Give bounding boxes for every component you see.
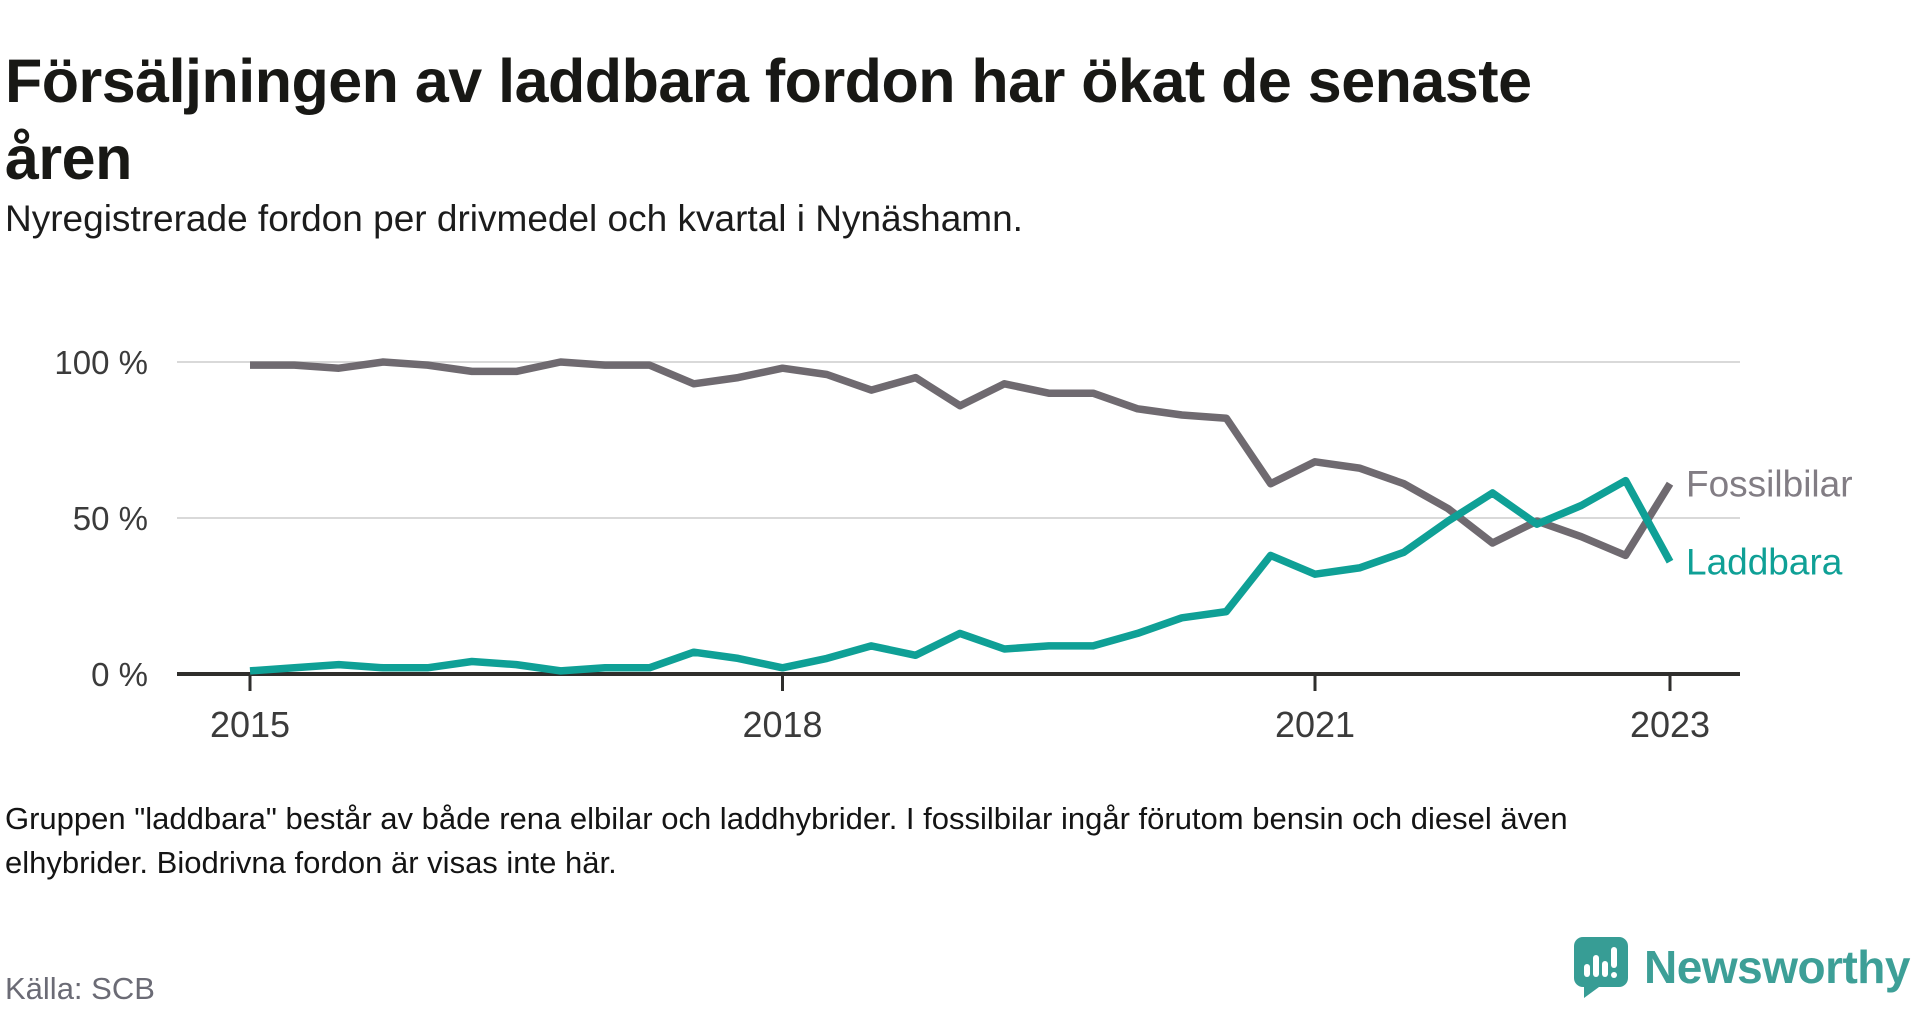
legend-label-fossilbilar: Fossilbilar <box>1686 464 1853 505</box>
footnote-line2: elhybrider. Biodrivna fordon är visas in… <box>5 845 617 881</box>
chart-footnote: Gruppen "laddbara" består av både rena e… <box>5 797 1845 885</box>
page-title-line2: åren <box>5 123 132 192</box>
y-axis-label-100: 100 % <box>54 344 148 381</box>
axis-layer <box>177 672 1740 691</box>
x-axis-label-2023: 2023 <box>1630 704 1710 745</box>
newsworthy-speech-bubble-chart-icon <box>1574 937 1629 998</box>
gridlines-layer <box>177 361 1740 519</box>
series-line-laddbara <box>249 476 1674 675</box>
x-axis-label-2018: 2018 <box>742 704 822 745</box>
legend-layer: Fossilbilar Laddbara <box>1686 464 1853 583</box>
axis-labels-layer: 0 % 50 % 100 % 2015 2018 2021 2023 <box>54 344 1710 745</box>
x-axis-label-2021: 2021 <box>1275 704 1355 745</box>
legend-label-laddbara: Laddbara <box>1686 542 1843 583</box>
page-title: Försäljningen av laddbara fordon har öka… <box>5 43 1805 197</box>
x-axis-label-2015: 2015 <box>210 704 290 745</box>
newsworthy-brand: Newsworthy <box>1573 936 1910 998</box>
brand-icon-bars <box>1584 947 1618 978</box>
series-line-fossilbilar <box>250 358 1674 560</box>
page-subtitle: Nyregistrerade fordon per drivmedel och … <box>5 198 1023 239</box>
footnote-line1: Gruppen "laddbara" består av både rena e… <box>5 801 1568 836</box>
source-credit: Källa: SCB <box>5 971 155 1006</box>
series-layer <box>249 358 1674 675</box>
page-title-line1: Försäljningen av laddbara fordon har öka… <box>5 46 1532 115</box>
y-axis-label-0: 0 % <box>91 656 148 693</box>
y-axis-label-50: 50 % <box>73 500 148 537</box>
brand-wordmark: Newsworthy <box>1644 941 1910 993</box>
